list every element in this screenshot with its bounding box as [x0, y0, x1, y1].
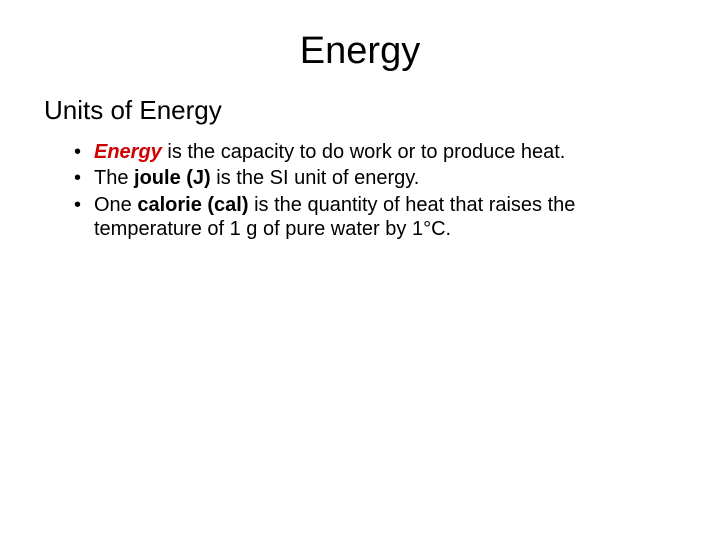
slide-title: Energy — [40, 30, 680, 73]
bullet-item: One calorie (cal) is the quantity of hea… — [74, 193, 634, 242]
bullet-pre-text: One — [94, 194, 137, 216]
bullet-lead-term: Energy — [94, 141, 162, 163]
bullet-pre-text: The — [94, 167, 134, 189]
bullet-text: is the SI unit of energy. — [211, 167, 420, 189]
slide-subtitle: Units of Energy — [44, 95, 680, 126]
bullet-lead-term: joule (J) — [134, 167, 211, 189]
bullet-text: is the capacity to do work or to produce… — [162, 141, 566, 163]
bullet-item: The joule (J) is the SI unit of energy. — [74, 166, 634, 190]
bullet-list: Energy is the capacity to do work or to … — [74, 140, 634, 242]
bullet-item: Energy is the capacity to do work or to … — [74, 140, 634, 164]
bullet-lead-term: calorie (cal) — [137, 194, 248, 216]
slide: Energy Units of Energy Energy is the cap… — [0, 0, 720, 264]
